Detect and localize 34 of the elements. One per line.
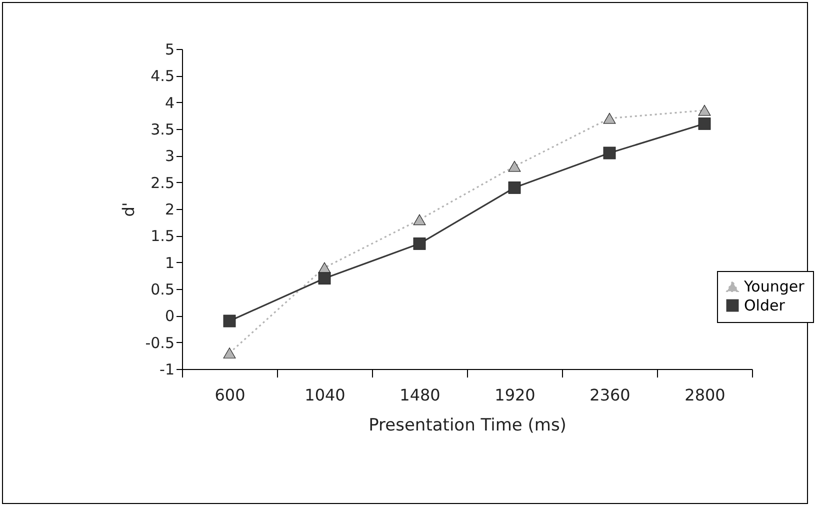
point xyxy=(413,237,426,250)
point xyxy=(413,214,426,226)
y-tick-label: 1.5 xyxy=(150,227,174,246)
point xyxy=(698,117,711,130)
point xyxy=(508,160,521,172)
point xyxy=(603,112,616,124)
y-tick-label: 1 xyxy=(164,254,174,272)
point xyxy=(603,146,616,160)
x-tick-label: 1920 xyxy=(494,386,536,404)
point xyxy=(223,348,236,358)
x-tick-label: 600 xyxy=(214,386,246,404)
x-tick-label: 2800 xyxy=(684,386,726,404)
x-tick-label: 2360 xyxy=(590,386,630,404)
legend-label: Younger xyxy=(743,278,806,296)
y-tick-label: 5 xyxy=(164,40,174,58)
y-tick-label: 3.5 xyxy=(150,120,174,138)
y-tick-label: 0 xyxy=(164,307,174,326)
y-tick-label: 3 xyxy=(164,147,174,166)
point xyxy=(318,272,331,285)
y-tick-label: -0.5 xyxy=(145,334,174,352)
legend-label: Older xyxy=(744,296,786,314)
x-axis-title: Presentation Time (ms) xyxy=(368,416,566,436)
y-tick-label: 0.5 xyxy=(150,280,174,298)
y-tick-label: 2.5 xyxy=(150,174,174,192)
x-tick-label: 1040 xyxy=(304,386,346,404)
y-tick-label: -1 xyxy=(160,360,174,378)
y-tick-label: 4.5 xyxy=(150,67,174,86)
point xyxy=(508,181,521,194)
y-tick-label: 4 xyxy=(164,94,174,112)
x-tick-label: 1480 xyxy=(400,386,440,404)
y-axis-title: d' xyxy=(119,202,138,217)
y-tick-label: 2 xyxy=(164,200,174,218)
point xyxy=(223,314,236,328)
point xyxy=(698,104,711,116)
